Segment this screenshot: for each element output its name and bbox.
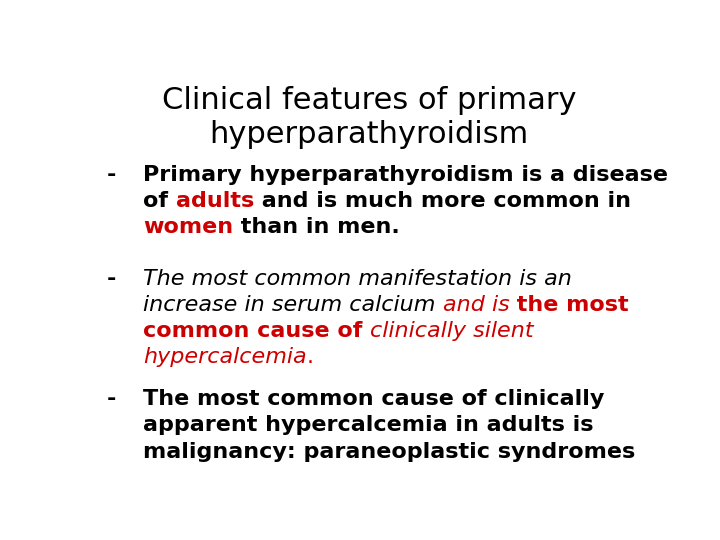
Text: The most common manifestation is an: The most common manifestation is an bbox=[143, 268, 572, 288]
Text: of: of bbox=[143, 191, 176, 211]
Text: apparent hypercalcemia in adults is: apparent hypercalcemia in adults is bbox=[143, 415, 593, 435]
Text: increase in serum calcium: increase in serum calcium bbox=[143, 295, 443, 315]
Text: Primary hyperparathyroidism is a disease: Primary hyperparathyroidism is a disease bbox=[143, 165, 668, 185]
Text: women: women bbox=[143, 217, 233, 237]
Text: -: - bbox=[107, 165, 116, 185]
Text: Clinical features of primary
hyperparathyroidism: Clinical features of primary hyperparath… bbox=[162, 85, 576, 150]
Text: adults: adults bbox=[176, 191, 254, 211]
Text: -: - bbox=[107, 268, 116, 288]
Text: malignancy: paraneoplastic syndromes: malignancy: paraneoplastic syndromes bbox=[143, 442, 635, 462]
Text: -: - bbox=[107, 389, 116, 409]
Text: The most common cause of clinically: The most common cause of clinically bbox=[143, 389, 604, 409]
Text: hypercalcemia: hypercalcemia bbox=[143, 347, 307, 367]
Text: than in men.: than in men. bbox=[233, 217, 400, 237]
Text: the most: the most bbox=[509, 295, 629, 315]
Text: and is much more common in: and is much more common in bbox=[254, 191, 631, 211]
Text: common cause of: common cause of bbox=[143, 321, 370, 341]
Text: clinically silent: clinically silent bbox=[370, 321, 534, 341]
Text: .: . bbox=[307, 347, 314, 367]
Text: and is: and is bbox=[443, 295, 509, 315]
